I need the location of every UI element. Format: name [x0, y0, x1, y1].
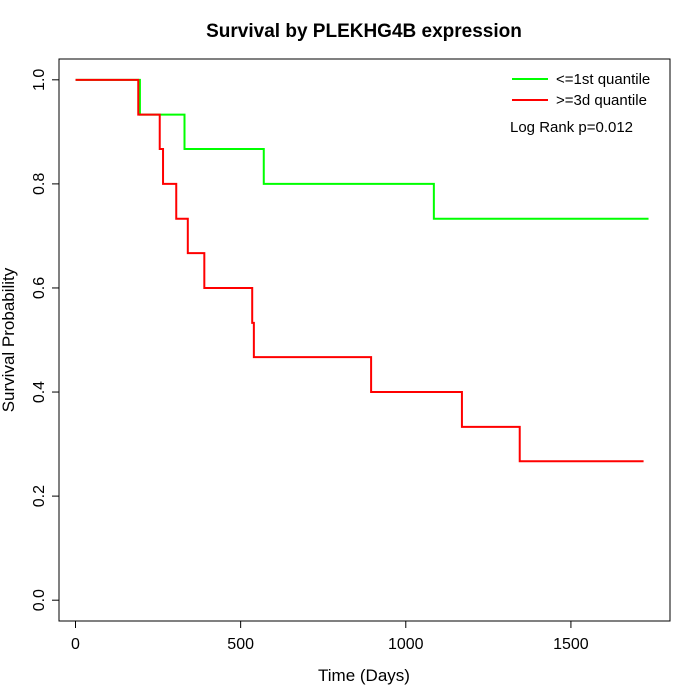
legend: <=1st quantile >=3d quantile	[512, 71, 650, 109]
x-tick-label: 0	[71, 636, 80, 653]
y-tick-label: 1.0	[31, 69, 48, 91]
y-axis: 0.0 0.2 0.4 0.6 0.8 1.0	[31, 69, 60, 611]
x-tick-label: 500	[227, 636, 254, 653]
y-tick-label: 0.2	[31, 485, 48, 507]
series-line-1	[75, 78, 644, 463]
y-tick-label: 0.0	[31, 589, 48, 611]
y-tick-label: 0.6	[31, 277, 48, 299]
series-layer	[75, 78, 649, 463]
chart-title: Survival by PLEKHG4B expression	[206, 21, 522, 42]
x-axis: 0 500 1000 1500	[71, 620, 589, 653]
x-tick-label: 1500	[553, 636, 589, 653]
log-rank-annotation: Log Rank p=0.012	[510, 119, 633, 136]
y-tick-label: 0.4	[31, 381, 48, 403]
y-tick-label: 0.8	[31, 173, 48, 195]
series-line-0	[75, 78, 649, 220]
x-tick-label: 1000	[388, 636, 424, 653]
legend-label-low: <=1st quantile	[556, 71, 650, 88]
x-axis-label: Time (Days)	[318, 666, 410, 685]
legend-label-high: >=3d quantile	[556, 92, 647, 109]
y-axis-label: Survival Probability	[0, 267, 18, 412]
plot-frame	[58, 58, 671, 622]
